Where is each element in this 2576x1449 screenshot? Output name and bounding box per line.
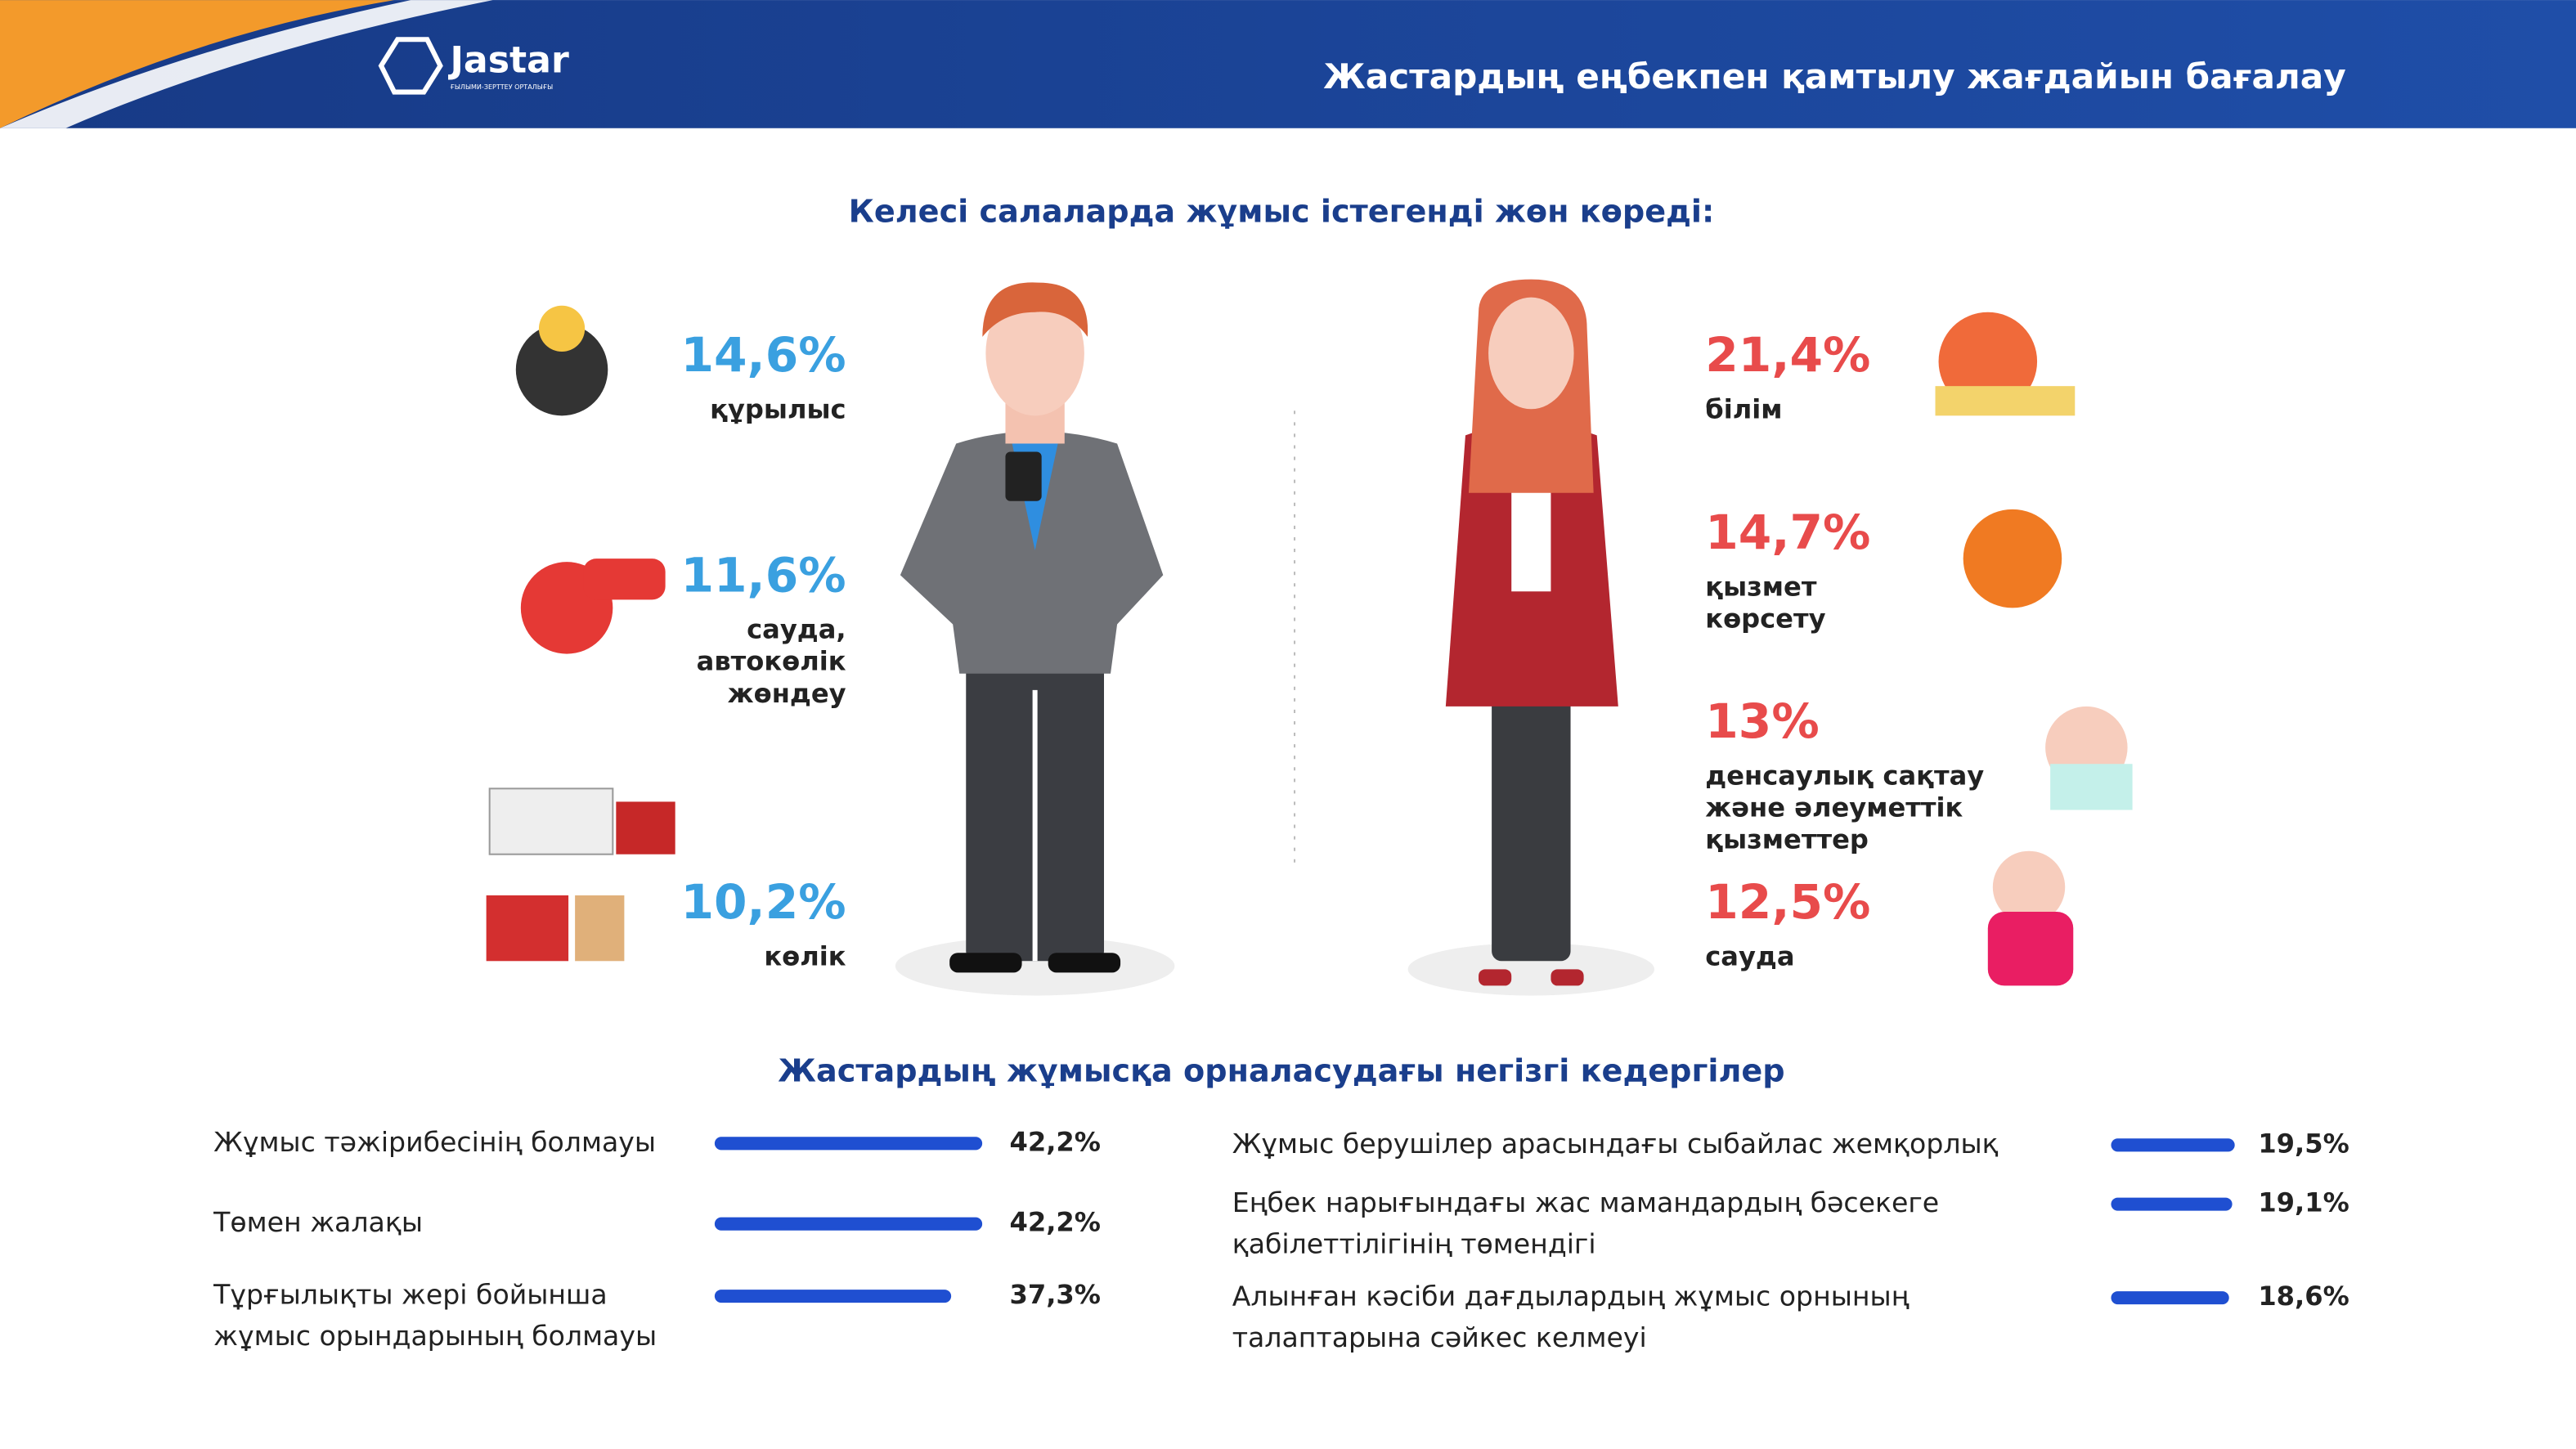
section-title: Келесі салаларда жұмыс істегенді жөн көр… [849,194,1715,230]
sector-percent: 11,6% [681,547,846,603]
sector-name: сауда, [747,613,846,644]
sector-name: автокөлік [697,646,846,677]
header-title: Жастардың еңбекпен қамтылу жағдайын баға… [1323,56,2346,96]
sector-name: сауда [1705,940,1794,971]
barrier-bar [714,1290,952,1303]
barrier-bar [2111,1138,2235,1152]
sector-percent: 10,2% [681,874,846,930]
barrier-value: 18,6% [2258,1281,2349,1312]
sector-percent: 13% [1705,693,1819,749]
barrier-name: Алынған кәсіби дағдылардың жұмыс орнының [1232,1281,1910,1312]
sector-name: қызметтер [1705,824,1869,855]
barrier-bar [2111,1291,2229,1305]
barrier-name: жұмыс орындарының болмауы [213,1320,657,1352]
barrier-value: 42,2% [1010,1207,1101,1238]
barrier-name: Төмен жалақы [213,1206,423,1238]
barrier-bar [714,1137,983,1151]
logo: Jastar ҒЫЛЫМИ-ЗЕРТТЕУ ОРТАЛЫҒЫ [378,37,569,95]
sector-name: денсаулық сақтау [1705,760,1984,791]
barrier-name: Жұмыс берушілер арасындағы сыбайлас жемқ… [1232,1128,1999,1160]
logo-text: Jastar [447,39,569,81]
logo-subtitle: ҒЫЛЫМИ-ЗЕРТТЕУ ОРТАЛЫҒЫ [450,83,553,91]
sector-percent: 21,4% [1705,327,1870,383]
barriers: Жұмыс тәжірибесінің болмауы 42,2% Төмен жа… [213,1126,2349,1353]
sector-percent: 14,6% [681,327,846,383]
header-swoosh [0,0,395,128]
sector-name: жөндеу [728,678,846,709]
barrier-name: Еңбек нарығындағы жас мамандардың бәсеке… [1232,1187,1939,1218]
header-band [0,0,2576,128]
barriers-title: Жастардың жұмысқа орналасудағы негізгі к… [778,1052,1784,1088]
barrier-value: 19,5% [2258,1128,2349,1159]
sector-name: көлік [764,940,846,971]
barrier-name: Тұрғылықты жері бойынша [213,1279,608,1311]
sector-name: көрсету [1705,603,1825,634]
woman-figure [1407,279,1654,996]
sector-name: білім [1705,393,1782,424]
barrier-value: 37,3% [1010,1279,1101,1310]
barrier-name: талаптарына сәйкес келмеуі [1232,1321,1647,1353]
sector-name: қызмет [1705,571,1817,602]
barrier-bar [714,1217,983,1231]
sector-percent: 14,7% [1705,505,1870,560]
barrier-name: Жұмыс тәжірибесінің болмауы [213,1126,656,1158]
header-swoosh-white [0,0,493,128]
sector-icons [486,305,2133,986]
man-figure [895,282,1175,996]
sector-name: құрылыс [710,393,846,424]
barrier-value: 42,2% [1010,1126,1101,1157]
barrier-value: 19,1% [2258,1187,2349,1218]
sector-name: және әлеуметтік [1705,792,1963,823]
barrier-bar [2111,1197,2233,1211]
sector-percent: 12,5% [1705,874,1870,930]
barrier-name: қабілеттілігінің төмендігі [1232,1227,1596,1259]
